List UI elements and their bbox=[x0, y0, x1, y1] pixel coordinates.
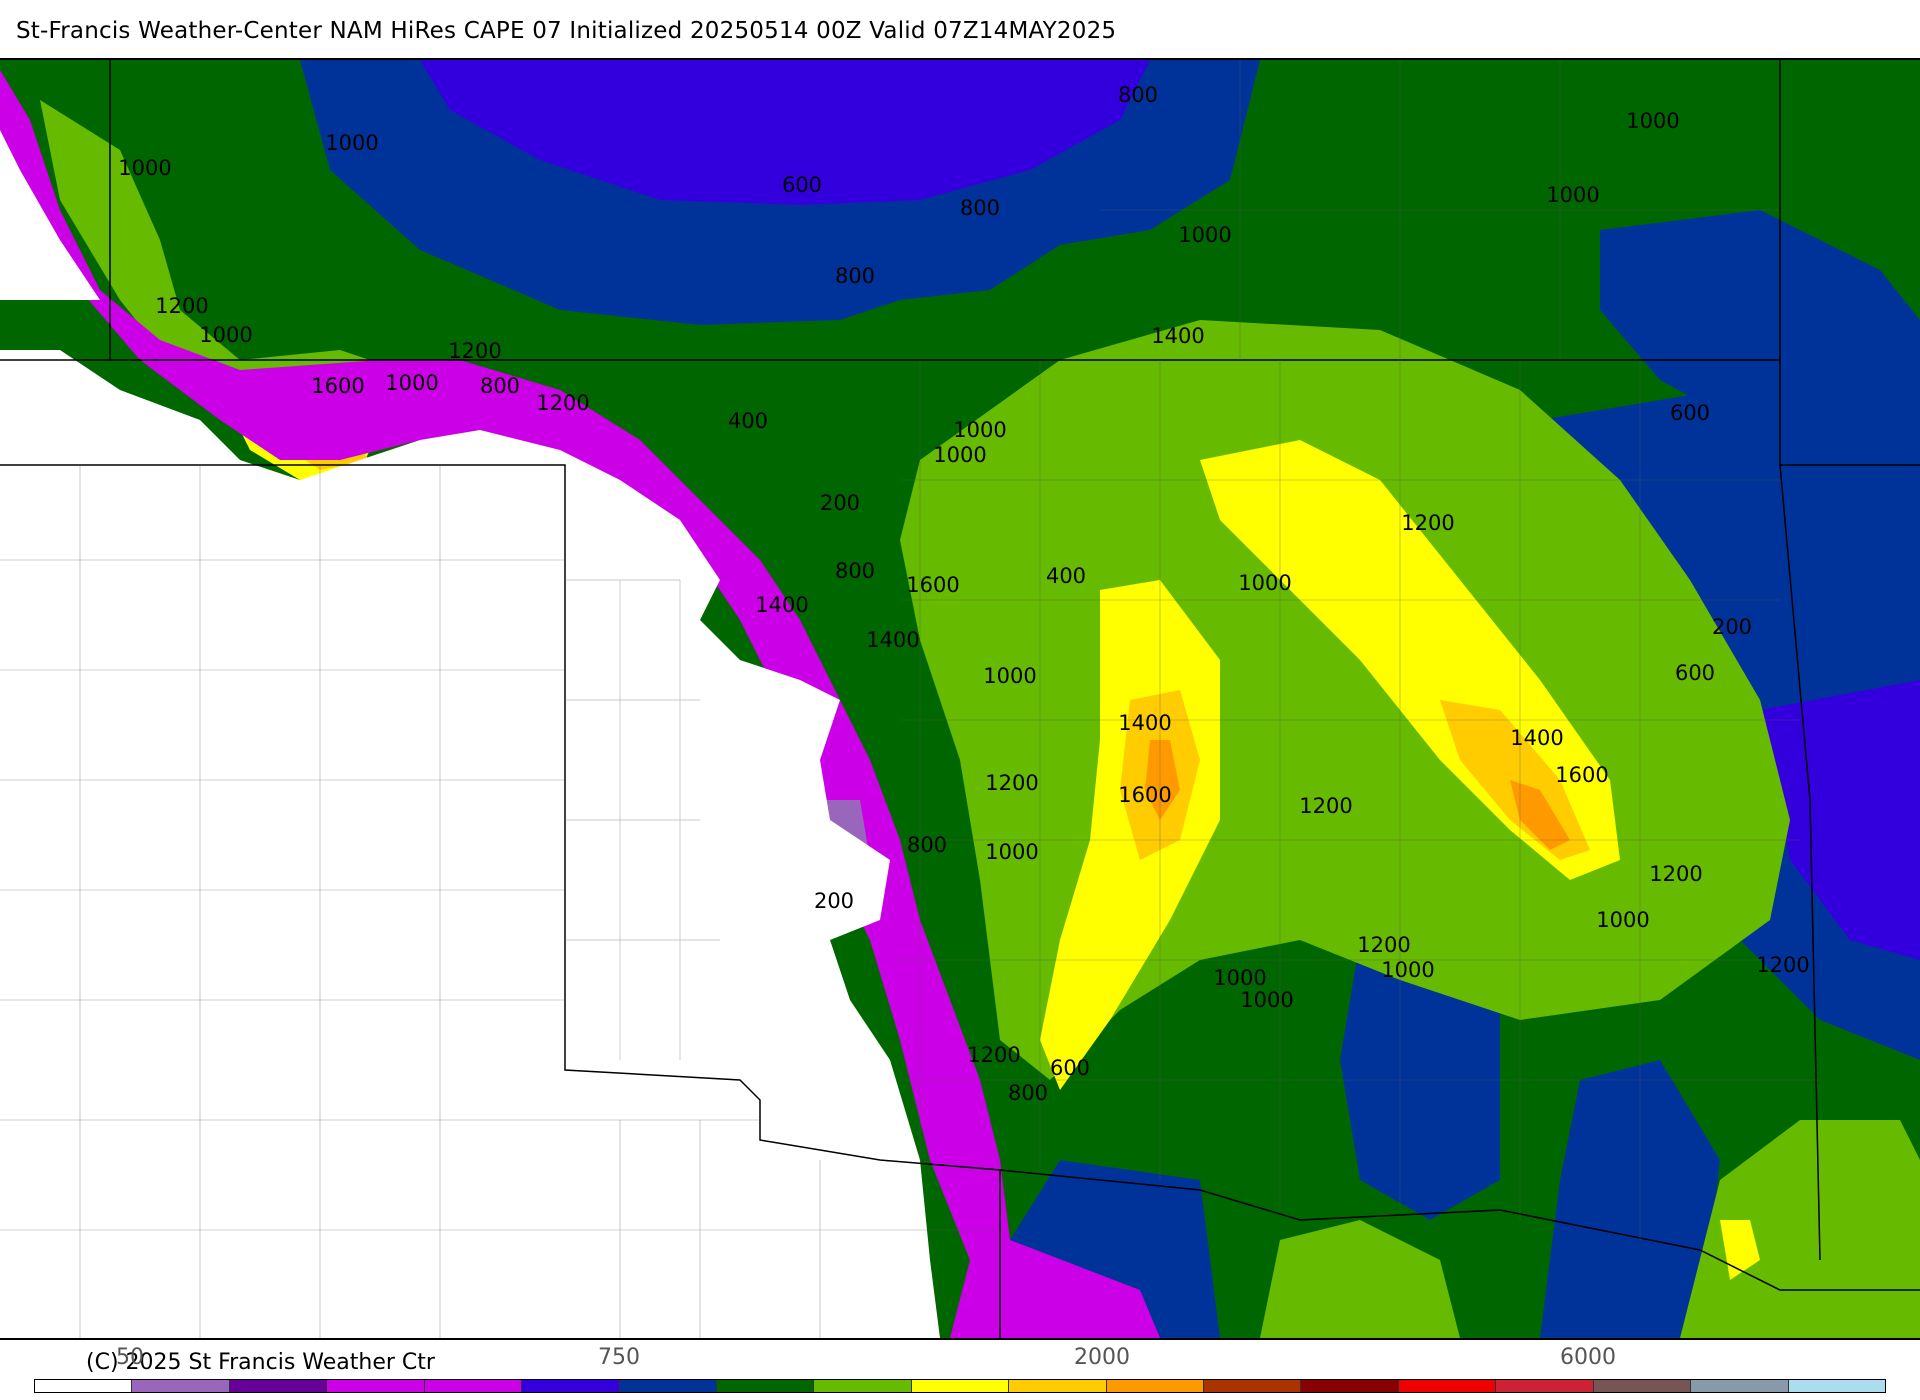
contour-label: 1000 bbox=[1213, 966, 1266, 990]
field-white-northwest bbox=[0, 130, 100, 300]
contour-label: 800 bbox=[960, 196, 1000, 220]
contour-label: 1000 bbox=[1240, 988, 1293, 1012]
contour-label: 800 bbox=[1118, 83, 1158, 107]
contour-label: 800 bbox=[480, 374, 520, 398]
colorbar-tick-label: 50 bbox=[116, 1345, 144, 1370]
field-green-south bbox=[1260, 1220, 1460, 1338]
map-canvas: 1000100080060080010001000100080012001400… bbox=[0, 60, 1920, 1338]
colorbar-box bbox=[1593, 1380, 1692, 1392]
state-boundaries bbox=[0, 60, 1920, 1338]
field-white-west bbox=[0, 350, 940, 1338]
contour-label: 1600 bbox=[1555, 763, 1608, 787]
county-lines bbox=[0, 60, 1820, 1338]
colorbar-box bbox=[327, 1380, 425, 1392]
contour-label: 1600 bbox=[1118, 783, 1171, 807]
colorbar-tick-label: 2000 bbox=[1074, 1345, 1130, 1370]
contour-label: 1200 bbox=[1357, 933, 1410, 957]
colorbar-box bbox=[911, 1380, 1010, 1392]
contour-label: 400 bbox=[1046, 564, 1086, 588]
colorbar-box bbox=[1496, 1380, 1594, 1392]
contour-label: 800 bbox=[835, 264, 875, 288]
contour-label: 1400 bbox=[755, 593, 808, 617]
contour-label: 1200 bbox=[448, 339, 501, 363]
contour-label: 1000 bbox=[199, 323, 252, 347]
contour-label: 1200 bbox=[155, 294, 208, 318]
contour-label: 1200 bbox=[1401, 511, 1454, 535]
contour-label: 1000 bbox=[985, 840, 1038, 864]
contour-label: 1200 bbox=[1756, 953, 1809, 977]
field-orange-west-core bbox=[1145, 740, 1180, 820]
cape-colorbar bbox=[34, 1379, 1886, 1393]
contour-label: 200 bbox=[814, 889, 854, 913]
contour-label: 1600 bbox=[311, 374, 364, 398]
contour-label: 1400 bbox=[1510, 726, 1563, 750]
colorbar-box bbox=[1301, 1380, 1399, 1392]
contour-label: 1200 bbox=[967, 1043, 1020, 1067]
contour-label: 1000 bbox=[983, 664, 1036, 688]
field-blue-south-2 bbox=[1540, 1060, 1720, 1338]
contour-label: 1000 bbox=[1626, 109, 1679, 133]
field-blue-northeast bbox=[1600, 210, 1920, 480]
map-title: St-Francis Weather-Center NAM HiRes CAPE… bbox=[16, 18, 1117, 44]
contour-label: 1400 bbox=[866, 628, 919, 652]
field-violet-east bbox=[1760, 680, 1920, 960]
field-green-northwest bbox=[40, 100, 400, 420]
colorbar-box bbox=[522, 1380, 620, 1392]
colorbar-box bbox=[229, 1380, 328, 1392]
contour-label: 1000 bbox=[325, 131, 378, 155]
copyright-notice: (C) 2025 St Francis Weather Ctr bbox=[86, 1350, 435, 1375]
contour-label: 400 bbox=[728, 409, 768, 433]
contour-label: 1400 bbox=[1151, 324, 1204, 348]
field-blue-south-1 bbox=[1340, 930, 1500, 1220]
contour-label: 600 bbox=[782, 173, 822, 197]
colorbar-box bbox=[1788, 1380, 1886, 1392]
colorbar-box bbox=[1009, 1380, 1107, 1392]
contour-label: 1000 bbox=[953, 418, 1006, 442]
colorbar-box bbox=[1204, 1380, 1302, 1392]
colorbar-box bbox=[1106, 1380, 1205, 1392]
contour-label: 800 bbox=[1008, 1081, 1048, 1105]
contour-labels-layer: 1000100080060080010001000100080012001400… bbox=[118, 83, 1809, 1105]
contour-label: 600 bbox=[1050, 1056, 1090, 1080]
colorbar-box bbox=[424, 1380, 523, 1392]
colorbar-box bbox=[1398, 1380, 1497, 1392]
cape-map: 1000 1000 800 600 800 1000 1000 1000 800 1200 1400… bbox=[0, 58, 1920, 1340]
colorbar-box bbox=[1691, 1380, 1789, 1392]
contour-label: 800 bbox=[907, 833, 947, 857]
contour-label: 1000 bbox=[1381, 958, 1434, 982]
colorbar-tick-label: 750 bbox=[598, 1345, 640, 1370]
contour-label: 1400 bbox=[1118, 711, 1171, 735]
contour-label: 1200 bbox=[536, 391, 589, 415]
contour-label: 1200 bbox=[985, 771, 1038, 795]
contour-label: 200 bbox=[820, 491, 860, 515]
contour-label: 1000 bbox=[118, 156, 171, 180]
oklahoma-texas-lines bbox=[565, 579, 720, 1060]
contour-label: 600 bbox=[1670, 401, 1710, 425]
contour-label: 1200 bbox=[1299, 794, 1352, 818]
contour-label: 1000 bbox=[933, 443, 986, 467]
contour-label: 1600 bbox=[906, 573, 959, 597]
contour-label: 800 bbox=[835, 559, 875, 583]
field-orange-east-core bbox=[1510, 780, 1570, 850]
colorbar-box bbox=[619, 1380, 717, 1392]
contour-label: 1000 bbox=[1178, 223, 1231, 247]
contour-label: 1000 bbox=[1596, 908, 1649, 932]
colorbar-box bbox=[132, 1380, 230, 1392]
field-magenta-band bbox=[0, 70, 1160, 1338]
contour-label: 1000 bbox=[385, 371, 438, 395]
contour-label: 200 bbox=[1712, 615, 1752, 639]
colorbar-box bbox=[716, 1380, 815, 1392]
field-violet-north bbox=[420, 60, 1150, 205]
colorbar-box bbox=[35, 1380, 133, 1392]
contour-label: 1000 bbox=[1546, 183, 1599, 207]
contour-label: 600 bbox=[1675, 661, 1715, 685]
colorbar-box bbox=[814, 1380, 912, 1392]
field-green-southeast bbox=[1680, 1120, 1920, 1338]
contour-label: 1000 bbox=[1238, 571, 1291, 595]
contour-label: 1200 bbox=[1649, 862, 1702, 886]
colorbar-tick-label: 6000 bbox=[1560, 1345, 1616, 1370]
